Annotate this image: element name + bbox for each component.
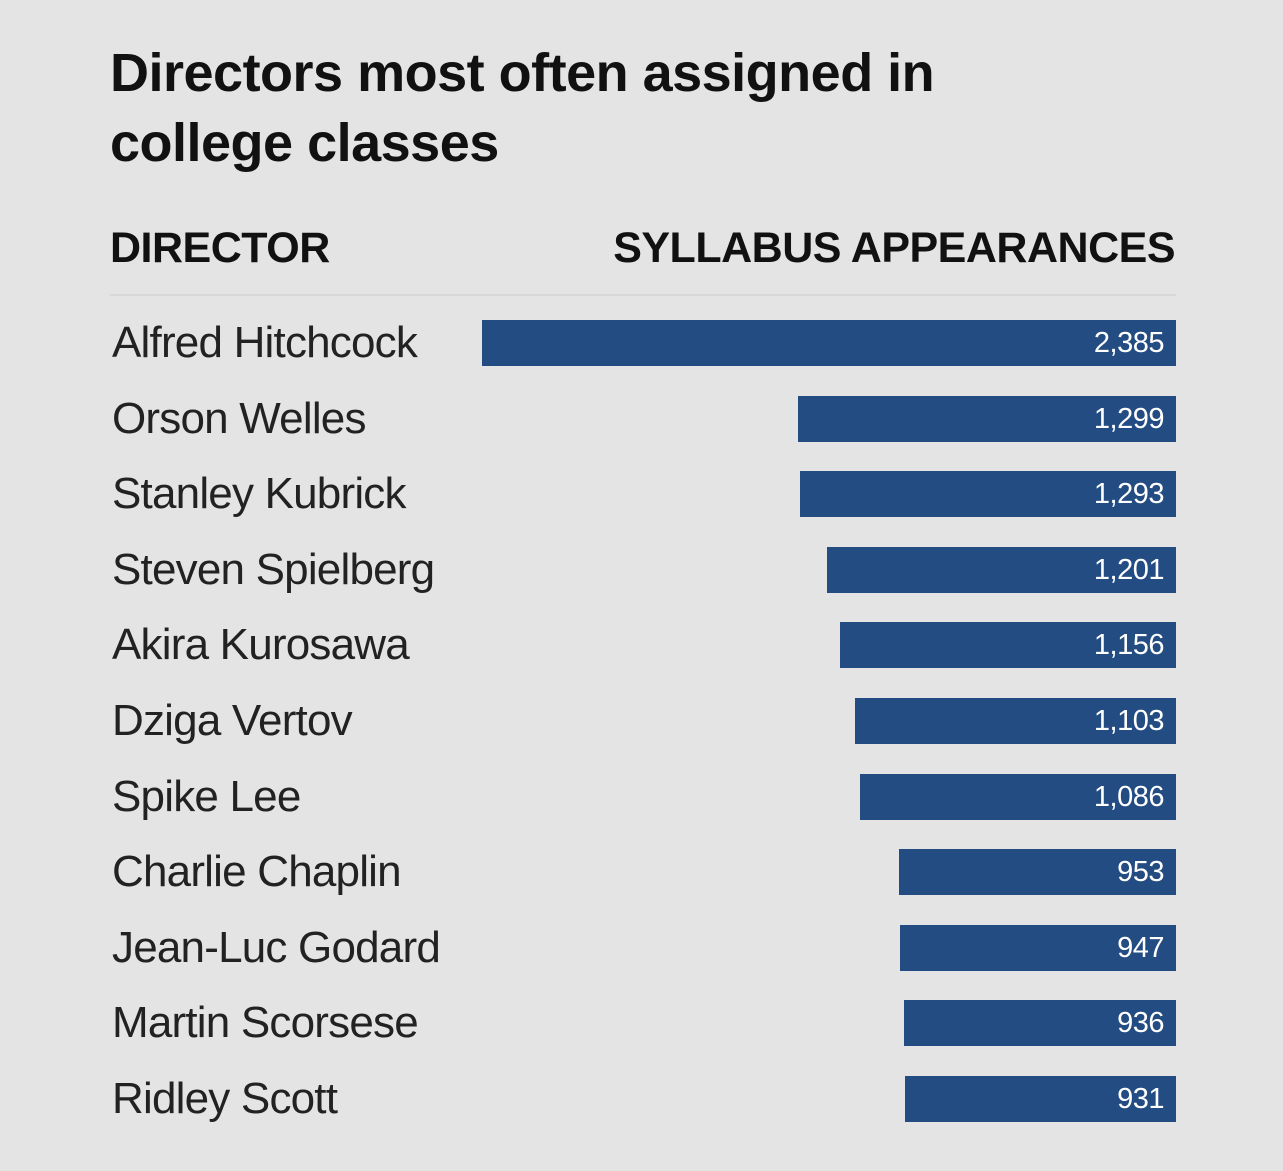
bar-value-label: 1,299	[1093, 403, 1165, 435]
bar-value-label: 1,156	[1093, 629, 1165, 661]
bar: 936	[904, 1000, 1176, 1046]
bar: 1,201	[827, 547, 1176, 593]
director-label: Stanley Kubrick	[112, 469, 407, 518]
director-label: Spike Lee	[112, 772, 301, 821]
bar: 1,156	[840, 622, 1176, 668]
bar: 947	[900, 925, 1176, 971]
bar: 1,293	[800, 471, 1176, 517]
director-label: Alfred Hitchcock	[112, 318, 418, 367]
bar-value-label: 931	[1117, 1083, 1164, 1115]
bar-value-label: 936	[1117, 1007, 1164, 1039]
director-column-header: DIRECTOR	[110, 224, 330, 272]
bar-value-label: 1,201	[1093, 554, 1165, 586]
header-divider	[110, 294, 1176, 296]
bar-value-label: 1,086	[1093, 781, 1165, 813]
director-label: Ridley Scott	[112, 1074, 338, 1123]
bar-value-label: 2,385	[1093, 327, 1165, 359]
bar-value-label: 1,293	[1093, 478, 1165, 510]
director-label: Martin Scorsese	[112, 998, 419, 1047]
director-label: Akira Kurosawa	[112, 620, 410, 669]
bar: 953	[899, 849, 1176, 895]
chart-title: Directors most often assigned in college…	[110, 43, 935, 173]
syllabus-appearances-column-header: SYLLABUS APPEARANCES	[613, 224, 1175, 272]
director-label: Orson Welles	[112, 394, 366, 443]
bar: 1,299	[798, 396, 1176, 442]
bar-value-label: 1,103	[1093, 705, 1165, 737]
director-label: Steven Spielberg	[112, 545, 435, 594]
director-label: Jean-Luc Godard	[112, 923, 441, 972]
bar: 2,385	[482, 320, 1176, 366]
director-label: Dziga Vertov	[112, 696, 353, 745]
bar-value-label: 947	[1117, 932, 1164, 964]
bar: 1,103	[855, 698, 1176, 744]
director-label: Charlie Chaplin	[112, 847, 402, 896]
bar: 1,086	[860, 774, 1176, 820]
bar-value-label: 953	[1117, 856, 1164, 888]
bar: 931	[905, 1076, 1176, 1122]
